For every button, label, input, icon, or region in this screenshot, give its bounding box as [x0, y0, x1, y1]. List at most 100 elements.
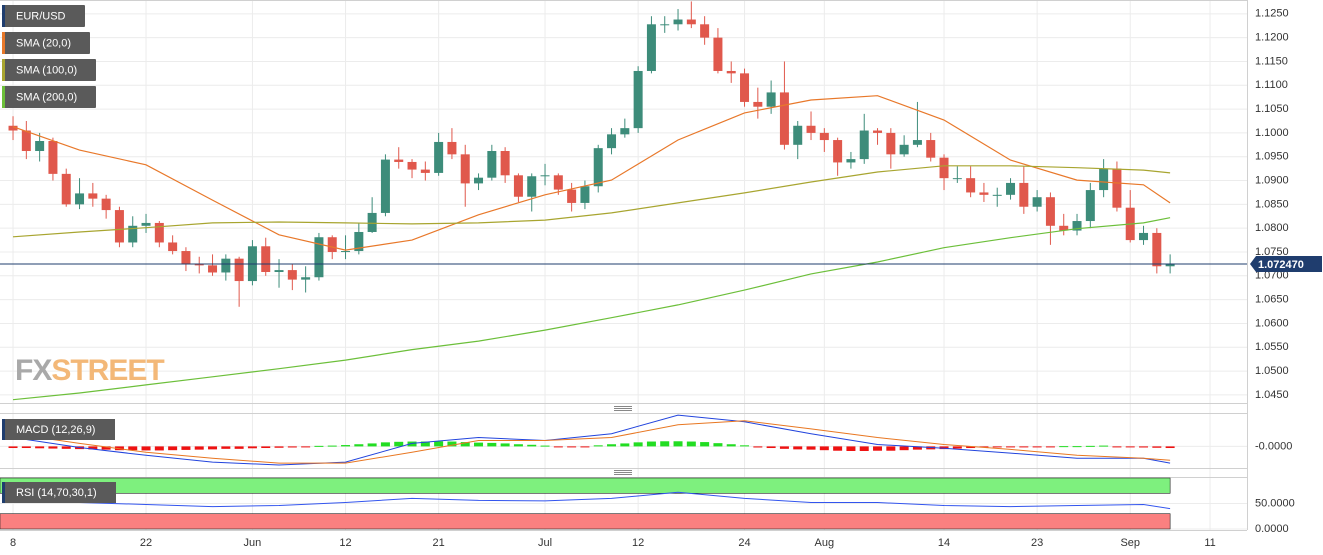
indicator-line — [12, 414, 1171, 466]
macd-histogram-bar — [274, 446, 284, 448]
macd-histogram-bar — [341, 445, 351, 447]
indicator-line — [12, 491, 1171, 510]
macd-histogram-bar — [540, 445, 550, 447]
macd-histogram-bar — [580, 446, 590, 448]
macd-histogram-bar — [713, 443, 723, 447]
y-tick-label: 1.0600 — [1255, 317, 1289, 329]
candle-body — [779, 92, 789, 145]
indicator-label-swatch — [2, 419, 5, 440]
candle-body — [952, 178, 962, 180]
macd-histogram-bar — [686, 441, 696, 447]
macd-histogram-bar — [873, 446, 883, 451]
x-tick-label: 14 — [938, 537, 950, 549]
macd-histogram-bar — [553, 446, 563, 448]
candle-body — [873, 130, 883, 133]
macd-histogram-bar — [21, 446, 31, 449]
macd-histogram-bar — [819, 446, 829, 451]
last-price-label: 1.072470 — [1258, 259, 1304, 271]
macd-histogram-bar — [899, 446, 909, 451]
candle-body — [354, 231, 364, 252]
indicator-label-box — [2, 419, 115, 440]
macd-histogram-bar — [420, 441, 430, 447]
overlay-layer: 8 22 Jun 12 21 Jul 12 24 Aug 14 23 Sep 11 1.0450 1.050… — [2, 5, 1322, 549]
macd-histogram-bar — [979, 446, 989, 448]
macd-histogram-bar — [500, 443, 510, 447]
macd-histogram-bar — [168, 446, 178, 451]
y-tick-label: 1.1050 — [1255, 103, 1289, 115]
resize-handle[interactable] — [614, 470, 632, 475]
resize-handle[interactable] — [614, 406, 632, 411]
candle-body — [886, 132, 896, 155]
x-tick-label: 24 — [738, 537, 750, 549]
candle-body — [88, 193, 98, 199]
legend-item-swatch — [2, 32, 5, 54]
candle-body — [367, 212, 377, 232]
macd-histogram-bar — [1112, 446, 1122, 448]
candle-body — [620, 128, 630, 135]
x-tick-label: 21 — [433, 537, 445, 549]
candle-body — [261, 246, 271, 273]
candle-body — [793, 125, 803, 145]
macd-histogram-bar — [513, 444, 523, 447]
macd-histogram-bar — [620, 443, 630, 447]
legend-item-box — [2, 86, 96, 108]
candle-body — [1112, 168, 1122, 208]
watermark-street: STREET — [51, 354, 164, 387]
y-tick-label: 1.0550 — [1255, 341, 1289, 353]
macd-histogram-bar — [154, 446, 164, 451]
candle-body — [181, 251, 191, 265]
macd-histogram-bar — [966, 446, 976, 449]
legend-item-box — [2, 59, 96, 81]
candle-body — [21, 130, 31, 152]
candle-body — [447, 141, 457, 155]
y-tick-label: 1.1200 — [1255, 32, 1289, 44]
x-tick-label: 11 — [1204, 537, 1215, 549]
candle-body — [580, 186, 590, 203]
y-tick-label: 50.0000 — [1255, 497, 1295, 509]
macd-histogram-bar — [527, 444, 537, 447]
candle-body — [420, 169, 430, 173]
candle-body — [567, 189, 577, 203]
candle-body — [1072, 221, 1082, 231]
indicator-label-swatch — [2, 482, 5, 503]
candle-body — [341, 251, 351, 253]
candle-body — [221, 258, 231, 273]
y-tick-label: 0.0000 — [1255, 523, 1289, 535]
y-tick-label: 1.0750 — [1255, 246, 1289, 258]
y-tick-label: 1.0500 — [1255, 365, 1289, 377]
x-tick-label: 12 — [632, 537, 644, 549]
legend-item: SMA (200,0) — [16, 91, 77, 103]
macd-histogram-bar — [753, 446, 763, 448]
candle-body — [1139, 232, 1149, 241]
candle-body — [1059, 225, 1069, 231]
candle-body — [513, 175, 523, 197]
legend-item-swatch — [2, 59, 5, 81]
macd-histogram-bar — [61, 446, 71, 449]
macd-histogram-bar — [194, 446, 204, 450]
candle-body — [141, 222, 151, 226]
macd-histogram-bar — [141, 446, 151, 451]
candle-body — [992, 194, 1002, 196]
overbought-band — [0, 477, 1171, 494]
indicator-line — [12, 420, 1171, 464]
x-tick-label: Jul — [538, 537, 552, 549]
macd-histogram-bar — [1059, 446, 1069, 448]
candle-body — [287, 270, 297, 280]
candle-body — [553, 175, 563, 190]
candle-body — [1099, 168, 1109, 191]
macd-histogram-bar — [859, 446, 869, 451]
sma-line — [12, 165, 1171, 238]
macd-histogram-bar — [367, 443, 377, 447]
macd-histogram-bar — [633, 442, 643, 447]
macd-histogram-bar — [833, 446, 843, 451]
oversold-band — [0, 513, 1171, 530]
macd-histogram-bar — [301, 446, 311, 448]
legend-item: SMA (100,0) — [16, 64, 77, 76]
y-tick-label: 1.0800 — [1255, 222, 1289, 234]
candle-body — [101, 198, 111, 211]
macd-histogram-bar — [660, 441, 670, 447]
plot-layer — [0, 1, 1247, 530]
candle-body — [474, 177, 484, 184]
y-tick-label: 1.1250 — [1255, 8, 1289, 20]
macd-histogram-bar — [434, 441, 444, 447]
